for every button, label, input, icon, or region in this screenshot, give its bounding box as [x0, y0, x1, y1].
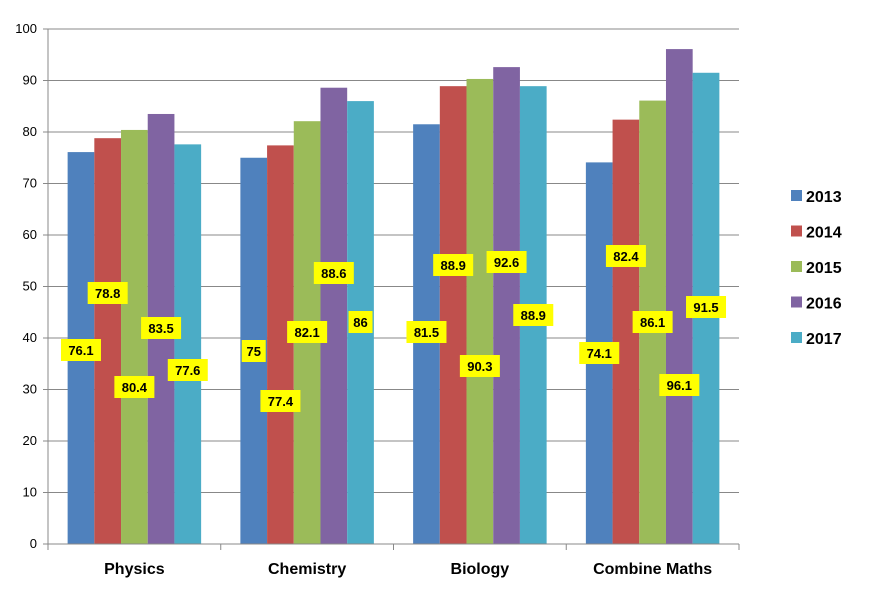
- legend-swatch: [791, 225, 802, 237]
- data-label: 82.1: [294, 325, 319, 340]
- data-label-box: [167, 359, 208, 381]
- data-label: 76.1: [68, 343, 93, 358]
- bar: [320, 87, 348, 545]
- legend-swatch: [791, 261, 802, 272]
- data-label: 88.9: [441, 258, 466, 273]
- data-label-box: [659, 374, 700, 396]
- legend-swatch: [791, 190, 802, 201]
- data-label: 77.6: [175, 363, 200, 378]
- bars: [67, 49, 720, 545]
- bar: [174, 144, 202, 545]
- data-label: 81.5: [414, 325, 439, 340]
- data-label-box: [60, 339, 101, 361]
- data-label: 88.6: [321, 266, 346, 281]
- data-label-box: [87, 282, 128, 304]
- y-tick-label: 50: [23, 279, 37, 294]
- data-label-box: [313, 262, 354, 284]
- data-label: 78.8: [95, 286, 120, 301]
- x-tick-label: Chemistry: [268, 561, 346, 578]
- y-tick-label: 90: [23, 73, 37, 88]
- data-label-box: [114, 376, 155, 398]
- data-label-box: [459, 355, 500, 377]
- data-label-box: [406, 321, 447, 343]
- data-label-box: [287, 321, 328, 343]
- legend-label: 2013: [806, 189, 842, 206]
- data-label: 77.4: [268, 394, 294, 409]
- data-label: 96.1: [667, 378, 692, 393]
- legend-label: 2015: [806, 260, 842, 277]
- bar: [466, 78, 494, 544]
- bar: [267, 145, 294, 544]
- data-label: 92.6: [494, 255, 519, 270]
- x-tick-label: Combine Maths: [593, 561, 712, 578]
- legend-swatch: [791, 296, 802, 308]
- y-tick-label: 100: [15, 21, 37, 36]
- bar: [439, 86, 467, 544]
- y-tick-label: 10: [23, 485, 37, 500]
- y-tick-label: 80: [23, 124, 37, 139]
- data-label-box: [141, 317, 182, 339]
- x-tick-label: Biology: [451, 561, 510, 578]
- x-tick-label: Physics: [104, 561, 165, 578]
- data-label: 82.4: [613, 249, 639, 264]
- data-label-box: [513, 304, 554, 326]
- data-label-box: [605, 245, 646, 267]
- y-tick-label: 30: [23, 382, 37, 397]
- data-label-box: [241, 340, 266, 362]
- data-label-box: [686, 296, 727, 318]
- data-label-box: [486, 251, 527, 273]
- data-label: 91.5: [693, 300, 718, 315]
- legend-label: 2014: [806, 225, 842, 242]
- y-axis: 0 10 20 30 40 50 60 70 80 90 100: [15, 21, 49, 551]
- y-tick-label: 70: [23, 176, 37, 191]
- legend-label: 2017: [806, 331, 842, 348]
- data-label: 75: [246, 344, 260, 359]
- y-tick-label: 20: [23, 433, 37, 448]
- data-label-box: [579, 342, 620, 364]
- data-label: 88.9: [521, 308, 546, 323]
- data-label-box: [433, 254, 474, 276]
- data-label-box: [632, 311, 673, 333]
- x-axis: Physics Chemistry Biology Combine Maths: [47, 543, 740, 578]
- legend-swatch: [791, 332, 802, 343]
- y-tick-label: 0: [30, 536, 37, 551]
- data-labels: 76.1 78.8 80.4 83.5 77.6 75 77.4 82.1 88.6 86 81.5…: [60, 245, 727, 412]
- data-label-box: [348, 311, 373, 333]
- data-label: 86: [353, 315, 367, 330]
- data-label: 80.4: [122, 380, 148, 395]
- data-label: 74.1: [587, 346, 612, 361]
- data-label: 90.3: [467, 359, 492, 374]
- legend: 2013 2014 2015 2016 2017: [791, 189, 842, 348]
- data-label: 86.1: [640, 315, 665, 330]
- legend-label: 2016: [806, 296, 842, 313]
- data-label-box: [260, 390, 301, 412]
- y-tick-label: 40: [23, 330, 37, 345]
- y-tick-label: 60: [23, 227, 37, 242]
- data-label: 83.5: [148, 321, 173, 336]
